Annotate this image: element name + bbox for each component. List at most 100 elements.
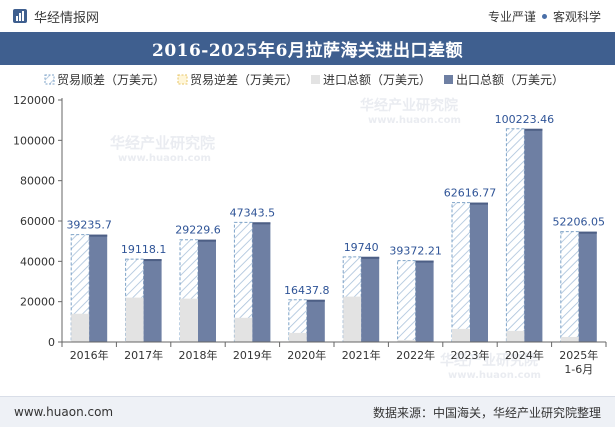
bar-import	[71, 313, 90, 342]
x-tick-label: 2024年	[505, 348, 544, 362]
footer: www.huaon.com 数据来源：中国海关，华经产业研究院整理	[0, 396, 615, 427]
bar-export	[252, 222, 271, 342]
bar-import	[343, 296, 362, 342]
bar-import	[452, 328, 470, 342]
bar-export	[89, 234, 108, 342]
x-tick-label: 2020年	[287, 348, 326, 362]
footer-source: 数据来源：中国海关，华经产业研究院整理	[372, 405, 601, 420]
brand-logo-icon	[13, 9, 27, 23]
bar-export-cap	[89, 234, 108, 237]
y-tick-label: 120000	[13, 94, 55, 107]
x-tick-label: 2025年 1-6月	[559, 348, 598, 376]
bar-group: 19118.1	[121, 243, 167, 343]
y-tick-label: 80000	[20, 175, 55, 188]
x-axis: 2016年 2017年 2018年 2019年 2020年 2021年 2022年 2023年…	[61, 341, 607, 376]
bar-export	[415, 260, 434, 342]
bar-surplus	[288, 299, 308, 343]
bar-export-cap	[252, 222, 271, 225]
legend-swatch-export	[444, 75, 453, 84]
legend-label: 贸易逆差（万美元）	[190, 72, 298, 87]
bar-group: 19740	[342, 241, 380, 343]
bar-import	[125, 297, 144, 342]
watermark-layer: 华经产业研究院www.huaon.com华经产业研究院www.huaon.com…	[110, 97, 541, 381]
bar-export	[578, 231, 597, 342]
y-axis: 0 20000 40000 60000 80000 100000 120000	[13, 94, 63, 349]
watermark-text: 华经产业研究院	[440, 352, 538, 369]
bar-export-cap	[524, 128, 543, 131]
bar-group: 62616.77	[444, 187, 497, 343]
y-tick-label: 100000	[13, 134, 55, 147]
data-label: 62616.77	[444, 187, 497, 200]
legend-swatch-deficit	[177, 74, 188, 85]
bar-group: 39235.7	[66, 219, 112, 343]
x-tick-label: 2016年	[70, 348, 109, 362]
bar-import	[506, 330, 525, 342]
bar-group: 16437.8	[284, 284, 330, 343]
data-label: 29229.6	[175, 224, 221, 237]
bar-export-cap	[143, 259, 162, 262]
bar-export-cap	[306, 299, 325, 302]
data-label: 100223.46	[495, 113, 555, 126]
legend-item: 进口总额（万美元）	[311, 73, 431, 87]
bar-export	[470, 202, 488, 342]
data-label: 47343.5	[230, 206, 276, 219]
slogan-right: 客观科学	[552, 9, 601, 24]
bar-export-cap	[578, 231, 597, 234]
bar-export-cap	[415, 260, 434, 263]
slogan-dot-icon	[541, 13, 547, 19]
bar-export	[361, 256, 380, 342]
bar-export	[143, 259, 162, 342]
x-tick-label: 2017年	[124, 348, 163, 362]
legend-item: 贸易顺差（万美元）	[44, 73, 165, 87]
legend-swatch-import	[311, 75, 320, 84]
bar-group: 39372.21	[389, 245, 442, 343]
x-tick-label: 2022年	[396, 348, 435, 362]
y-tick-label: 40000	[20, 255, 55, 268]
bar-export-cap	[470, 202, 488, 205]
chart-legend: 贸易顺差（万美元） 贸易逆差（万美元） 进口总额（万美元） 出口总额（万美元）	[44, 72, 564, 87]
legend-swatch-surplus	[44, 74, 55, 85]
bar-import	[560, 336, 579, 342]
bar-export	[306, 299, 325, 342]
x-tick-label: 2019年	[233, 348, 272, 362]
legend-label: 出口总额（万美元）	[456, 73, 564, 87]
bar-surplus	[397, 260, 417, 343]
bar-group: 52206.05	[553, 216, 605, 343]
bar-surplus	[560, 231, 580, 343]
top-header: 华经情报网 专业严谨 客观科学	[0, 0, 615, 32]
bar-chart: 华经产业研究院www.huaon.com华经产业研究院www.huaon.com…	[13, 72, 607, 381]
bar-group: 47343.5	[230, 206, 276, 343]
x-tick-label: 2021年	[342, 348, 381, 362]
y-tick-label: 60000	[20, 215, 55, 228]
bar-group: 100223.46	[495, 113, 555, 343]
watermark-url: www.huaon.com	[448, 370, 541, 381]
legend-item: 贸易逆差（万美元）	[177, 72, 298, 87]
bar-export	[524, 128, 543, 342]
bar-export-cap	[198, 239, 216, 242]
footer-url[interactable]: www.huaon.com	[14, 405, 114, 419]
bar-export-cap	[361, 256, 380, 259]
chart-title-bar: 2016-2025年6月拉萨海关进出口差额	[0, 32, 615, 65]
x-tick-label: 2023年	[451, 348, 490, 362]
legend-item: 出口总额（万美元）	[444, 73, 564, 87]
bar-import	[288, 332, 307, 342]
data-label: 16437.8	[284, 284, 330, 297]
legend-label: 进口总额（万美元）	[323, 73, 431, 87]
brand[interactable]: 华经情报网	[12, 7, 99, 26]
chart-title: 2016-2025年6月拉萨海关进出口差额	[151, 41, 463, 61]
slogan-left: 专业严谨	[487, 9, 536, 24]
bar-import	[397, 339, 416, 342]
data-label: 19118.1	[121, 243, 167, 256]
watermark-text: 华经产业研究院	[110, 134, 215, 152]
bar-import	[180, 298, 198, 342]
x-tick-label: 2018年	[179, 348, 218, 362]
watermark-url: www.huaon.com	[118, 153, 211, 164]
slogan: 专业严谨 客观科学	[488, 8, 601, 25]
y-tick-label: 20000	[20, 296, 55, 309]
bar-surplus	[505, 128, 525, 343]
brand-name: 华经情报网	[34, 10, 100, 26]
bar-export	[198, 239, 216, 342]
data-label: 39235.7	[66, 219, 112, 232]
watermark-url: www.huaon.com	[368, 115, 461, 126]
bars-layer: 39235.7 19118.1 29229.6 47343.5 16437.8 19740…	[66, 113, 605, 343]
